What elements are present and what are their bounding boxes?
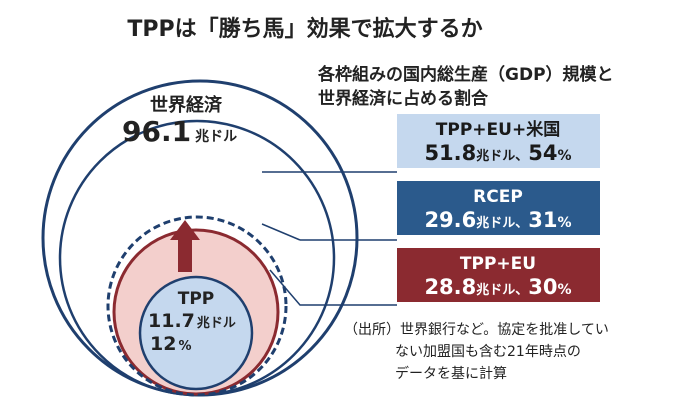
value: 28.8 xyxy=(424,275,476,299)
unit: 兆ドル、 xyxy=(476,148,528,164)
pct: % xyxy=(558,215,572,231)
unit: 兆ドル xyxy=(197,315,236,331)
source: データを基に計算 xyxy=(395,365,507,382)
subtitle: 世界経済に占める割合 xyxy=(318,88,489,109)
box-value: 29.6兆ドル、31% xyxy=(424,208,571,232)
tpp-circle xyxy=(138,275,254,391)
rcep-circle xyxy=(106,215,288,397)
source: ない加盟国も含む21年時点の xyxy=(395,344,581,360)
box-value: 51.8兆ドル、54% xyxy=(424,141,571,165)
source: （出所）世界銀行など。協定を批准してい xyxy=(344,322,609,338)
box-texts: TPP+EU+米国51.8兆ドル、54%RCEP29.6兆ドル、31%TPP+E… xyxy=(424,119,571,299)
arrow xyxy=(170,220,200,272)
unit: 兆ドル xyxy=(195,129,237,145)
unit: 兆ドル、 xyxy=(476,215,528,231)
box-name: RCEP xyxy=(473,187,523,207)
pct: % xyxy=(558,148,572,164)
value: 29.6 xyxy=(424,208,476,232)
box xyxy=(397,114,600,168)
pct: % xyxy=(178,339,191,354)
share: 30 xyxy=(528,275,557,299)
leader xyxy=(269,269,397,306)
subtitle: 各枠組みの国内総生産（GDP）規模と xyxy=(317,64,614,85)
share: 12 xyxy=(150,333,176,355)
box xyxy=(397,181,600,235)
share: 54 xyxy=(528,141,557,165)
tpp-label: TPP xyxy=(178,289,215,309)
title: TPPは「勝ち馬」効果で拡大するか xyxy=(127,16,482,42)
value: 51.8 xyxy=(424,141,476,165)
box-name: TPP+EU xyxy=(460,254,536,274)
world-label: 世界経済 xyxy=(150,94,223,116)
box xyxy=(397,248,600,302)
world-value: 96.1 兆ドル xyxy=(122,115,237,148)
share: 31 xyxy=(528,208,557,232)
tpp-value: 11.7 兆ドル xyxy=(148,310,236,332)
box-value: 28.8兆ドル、30% xyxy=(424,275,571,299)
value: 96.1 xyxy=(122,115,191,148)
leader xyxy=(261,223,301,241)
tpp-share: 12% xyxy=(150,333,191,355)
unit: 兆ドル、 xyxy=(476,282,528,298)
value: 11.7 xyxy=(148,310,195,332)
pct: % xyxy=(558,282,572,298)
box-name: TPP+EU+米国 xyxy=(436,119,560,140)
